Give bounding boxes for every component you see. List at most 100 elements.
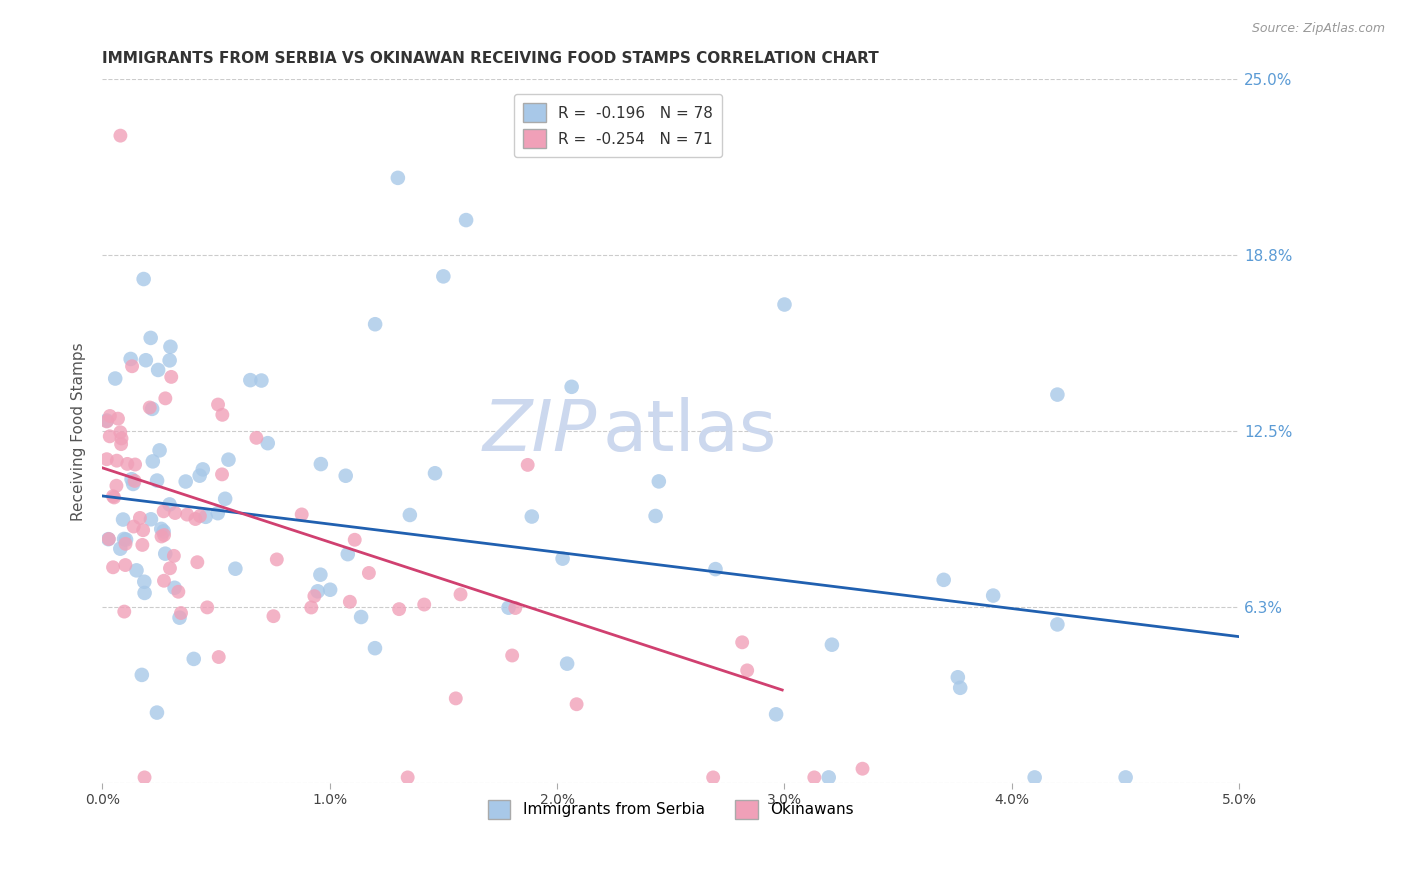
Point: [103, 491, 125, 505]
Point: [139, 512, 162, 526]
Point: [152, 504, 174, 518]
Point: [309, 457, 332, 471]
Point: [239, 373, 262, 387]
Point: [155, 547, 177, 561]
Point: [731, 635, 754, 649]
Point: [105, 453, 128, 467]
Point: [159, 561, 181, 575]
Legend: Immigrants from Serbia, Okinawans: Immigrants from Serbia, Okinawans: [481, 794, 860, 825]
Point: [194, 509, 217, 524]
Point: [125, 563, 148, 577]
Point: [135, 353, 157, 368]
Point: [115, 533, 138, 547]
Point: [803, 771, 825, 785]
Point: [949, 681, 972, 695]
Point: [217, 452, 239, 467]
Point: [124, 474, 146, 488]
Point: [159, 353, 181, 368]
Point: [112, 532, 135, 546]
Point: [245, 431, 267, 445]
Point: [129, 511, 152, 525]
Point: [184, 512, 207, 526]
Point: [153, 528, 176, 542]
Point: [114, 537, 136, 551]
Point: [981, 589, 1004, 603]
Point: [555, 657, 578, 671]
Point: [132, 523, 155, 537]
Point: [97, 532, 120, 546]
Point: [551, 551, 574, 566]
Point: [134, 574, 156, 589]
Point: [110, 432, 132, 446]
Point: [214, 491, 236, 506]
Point: [520, 509, 543, 524]
Point: [1046, 617, 1069, 632]
Text: IMMIGRANTS FROM SERBIA VS OKINAWAN RECEIVING FOOD STAMPS CORRELATION CHART: IMMIGRANTS FROM SERBIA VS OKINAWAN RECEI…: [103, 51, 879, 66]
Point: [139, 401, 162, 415]
Point: [932, 573, 955, 587]
Point: [186, 555, 208, 569]
Point: [1115, 771, 1137, 785]
Point: [498, 600, 520, 615]
Point: [170, 606, 193, 620]
Point: [131, 668, 153, 682]
Point: [146, 474, 169, 488]
Point: [501, 648, 523, 663]
Point: [516, 458, 538, 472]
Point: [120, 351, 142, 366]
Point: [124, 458, 146, 472]
Point: [146, 706, 169, 720]
Text: atlas: atlas: [603, 397, 778, 466]
Point: [364, 641, 387, 656]
Point: [96, 452, 118, 467]
Point: [132, 272, 155, 286]
Point: [343, 533, 366, 547]
Point: [704, 562, 727, 576]
Point: [398, 508, 420, 522]
Point: [191, 462, 214, 476]
Point: [456, 213, 478, 227]
Point: [188, 468, 211, 483]
Point: [211, 467, 233, 482]
Point: [112, 512, 135, 526]
Point: [134, 586, 156, 600]
Point: [131, 538, 153, 552]
Point: [149, 443, 172, 458]
Point: [104, 371, 127, 385]
Point: [96, 413, 118, 427]
Point: [211, 408, 233, 422]
Point: [152, 524, 174, 539]
Point: [96, 414, 118, 428]
Point: [101, 560, 124, 574]
Point: [150, 529, 173, 543]
Point: [98, 409, 121, 423]
Point: [319, 582, 342, 597]
Point: [146, 363, 169, 377]
Point: [159, 497, 181, 511]
Point: [307, 584, 329, 599]
Point: [174, 475, 197, 489]
Point: [561, 380, 583, 394]
Point: [163, 581, 186, 595]
Point: [207, 398, 229, 412]
Point: [110, 128, 132, 143]
Point: [266, 552, 288, 566]
Point: [388, 602, 411, 616]
Point: [335, 468, 357, 483]
Point: [387, 170, 409, 185]
Point: [176, 508, 198, 522]
Point: [110, 425, 132, 440]
Point: [163, 549, 186, 563]
Point: [702, 771, 724, 785]
Point: [364, 317, 387, 331]
Point: [336, 547, 359, 561]
Point: [122, 477, 145, 491]
Point: [107, 411, 129, 425]
Text: ZIP: ZIP: [482, 397, 598, 466]
Point: [644, 508, 666, 523]
Text: Source: ZipAtlas.com: Source: ZipAtlas.com: [1251, 22, 1385, 36]
Point: [165, 506, 187, 520]
Point: [309, 567, 332, 582]
Point: [357, 566, 380, 580]
Y-axis label: Receiving Food Stamps: Receiving Food Stamps: [72, 342, 86, 521]
